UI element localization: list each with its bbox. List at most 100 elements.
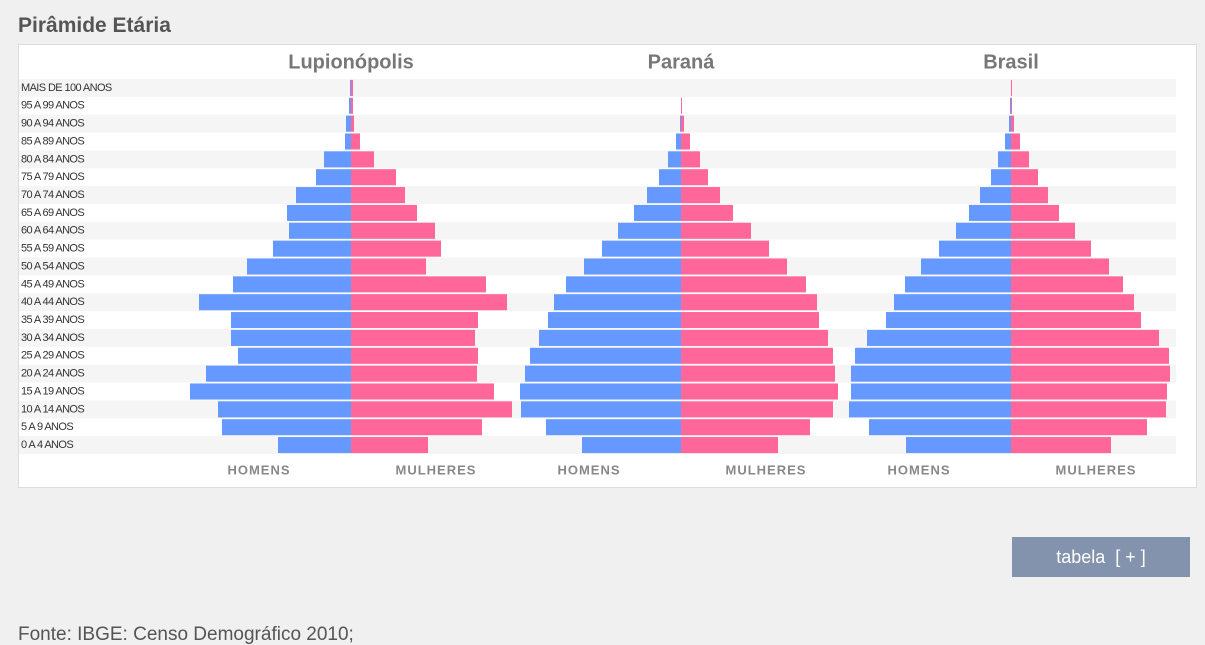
bar xyxy=(546,419,681,436)
bar xyxy=(1011,187,1048,204)
bar xyxy=(851,383,1011,400)
row-stripe xyxy=(19,114,1176,133)
bar xyxy=(525,365,681,382)
bar xyxy=(199,294,351,311)
category-label: 40 A 44 ANOS xyxy=(21,296,84,308)
series-label: HOMENS xyxy=(227,462,290,477)
bar xyxy=(190,383,351,400)
source-note: Fonte: IBGE: Censo Demográfico 2010; xyxy=(18,624,354,645)
bar xyxy=(980,187,1011,204)
bar xyxy=(681,383,838,400)
bar xyxy=(921,258,1011,275)
bar xyxy=(681,169,708,186)
bar xyxy=(681,97,682,114)
bar xyxy=(681,294,817,311)
category-label: 80 A 84 ANOS xyxy=(21,153,84,165)
category-label: 50 A 54 ANOS xyxy=(21,260,84,272)
bar xyxy=(1011,401,1166,418)
bar xyxy=(351,401,512,418)
bar xyxy=(894,294,1011,311)
bar xyxy=(351,347,478,364)
bar xyxy=(566,276,681,293)
bar xyxy=(1009,115,1011,132)
bar xyxy=(1011,151,1029,168)
bar xyxy=(231,312,351,329)
bar xyxy=(521,401,681,418)
bar xyxy=(351,79,353,96)
category-label: 20 A 24 ANOS xyxy=(21,368,84,380)
bar xyxy=(351,115,354,132)
bar xyxy=(659,169,681,186)
bar xyxy=(351,222,435,239)
bar xyxy=(1011,133,1020,150)
bar xyxy=(278,437,351,454)
category-label: 70 A 74 ANOS xyxy=(21,189,84,201)
bar xyxy=(1011,329,1159,346)
chart-title: Lupionópolis xyxy=(288,51,414,73)
bar xyxy=(351,151,374,168)
bar xyxy=(647,187,681,204)
bar xyxy=(350,79,351,96)
bar xyxy=(851,365,1011,382)
bar xyxy=(681,222,751,239)
bar xyxy=(231,329,351,346)
bar xyxy=(681,312,819,329)
bar xyxy=(869,419,1011,436)
bar xyxy=(618,222,681,239)
bar xyxy=(956,222,1011,239)
bar xyxy=(1011,222,1075,239)
bar xyxy=(634,204,681,221)
bar xyxy=(218,401,351,418)
category-label: 30 A 34 ANOS xyxy=(21,332,84,344)
category-label: MAIS DE 100 ANOS xyxy=(21,82,112,94)
bar xyxy=(1011,97,1012,114)
bar xyxy=(351,383,494,400)
row-stripe xyxy=(19,79,1176,97)
bar xyxy=(1011,240,1091,257)
bar xyxy=(548,312,681,329)
bar xyxy=(351,437,428,454)
bar xyxy=(351,419,482,436)
series-label: HOMENS xyxy=(557,462,620,477)
chart-panel: MAIS DE 100 ANOS 95 A 99 ANOS 90 A 94 ANOS… xyxy=(18,44,1197,488)
bar xyxy=(351,169,396,186)
bar xyxy=(351,329,475,346)
bar xyxy=(351,365,477,382)
bar xyxy=(939,240,1011,257)
bar xyxy=(351,294,507,311)
bar xyxy=(681,115,684,132)
bar xyxy=(1011,79,1012,96)
category-label: 15 A 19 ANOS xyxy=(21,385,84,397)
chart: MAIS DE 100 ANOS 95 A 99 ANOS 90 A 94 ANOS… xyxy=(19,51,1176,477)
bar xyxy=(1011,347,1169,364)
bar xyxy=(681,365,835,382)
bar xyxy=(222,419,351,436)
category-label: 65 A 69 ANOS xyxy=(21,207,84,219)
bar xyxy=(582,437,681,454)
bar xyxy=(351,312,478,329)
bar xyxy=(1011,365,1170,382)
bar xyxy=(991,169,1011,186)
bar xyxy=(681,151,700,168)
bar xyxy=(855,347,1011,364)
chart-title: Brasil xyxy=(983,51,1039,73)
bar xyxy=(676,133,681,150)
series-label: MULHERES xyxy=(726,462,807,477)
bar xyxy=(247,258,351,275)
bar xyxy=(520,383,681,400)
category-label: 95 A 99 ANOS xyxy=(21,100,84,112)
bar xyxy=(351,133,360,150)
bar xyxy=(1011,204,1059,221)
bar xyxy=(287,204,351,221)
category-label: 5 A 9 ANOS xyxy=(21,421,73,433)
bar xyxy=(1011,115,1014,132)
bar xyxy=(296,187,351,204)
bar xyxy=(969,204,1011,221)
category-label: 85 A 89 ANOS xyxy=(21,135,84,147)
bar xyxy=(584,258,681,275)
table-button[interactable]: tabela [ + ] xyxy=(1012,537,1190,577)
bar xyxy=(681,133,690,150)
bar xyxy=(681,204,733,221)
bar xyxy=(238,347,351,364)
